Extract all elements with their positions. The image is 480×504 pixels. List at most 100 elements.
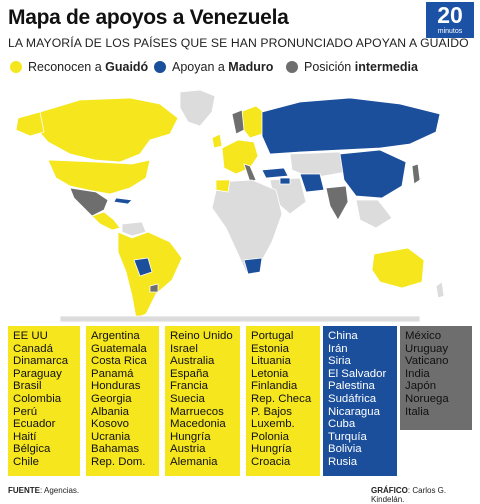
- country-item: India: [405, 367, 430, 380]
- country-item: Bélgica: [13, 443, 51, 456]
- brand-word: minutos: [437, 28, 463, 35]
- credit-note: GRÁFICO: Carlos G. Kindelán.: [371, 486, 447, 504]
- country-item: Letonia: [251, 367, 289, 380]
- country-item: Marruecos: [170, 405, 224, 418]
- country-item: Canadá: [13, 342, 53, 355]
- legend: Reconocen a Guaidó Apoyan a Maduro Posic…: [8, 60, 478, 80]
- map-europe-west: [221, 139, 259, 175]
- country-item: Polonia: [251, 430, 289, 443]
- country-item: Australia: [170, 355, 215, 368]
- country-item: Perú: [13, 405, 38, 418]
- country-item: Noruega: [405, 392, 449, 405]
- country-item: Rep. Checa: [251, 392, 312, 405]
- legend-label-intermedia: Posición intermedia: [304, 60, 418, 74]
- legend-dot-guaido: [10, 61, 22, 73]
- country-item: España: [170, 367, 209, 380]
- country-item: Lituania: [251, 355, 291, 368]
- country-item: Guatemala: [91, 342, 147, 355]
- map-central-america: [91, 211, 121, 231]
- map-italy: [243, 163, 257, 183]
- country-item: Kosovo: [91, 418, 129, 431]
- country-item: Croacia: [251, 455, 291, 468]
- legend-dot-maduro: [154, 61, 166, 73]
- map-south-africa: [243, 257, 263, 275]
- country-column-4: Portugal Estonia Lituania Letonia Finlandia R…: [246, 326, 320, 476]
- map-bolivia: [133, 257, 153, 277]
- country-item: Argentina: [91, 330, 140, 342]
- country-item: Rusia: [328, 455, 358, 468]
- country-item: Alemania: [170, 455, 218, 468]
- country-item: Brasil: [13, 380, 42, 393]
- country-item: Vaticano: [405, 355, 449, 368]
- country-item: Estonia: [251, 342, 289, 355]
- country-column-2: Argentina Guatemala Costa Rica Panamá Hondur…: [86, 326, 159, 476]
- country-item: Hungría: [170, 430, 211, 443]
- source-note: FUENTE: Agencias.: [8, 486, 80, 495]
- map-morocco: [215, 179, 231, 193]
- country-item: Siria: [328, 355, 351, 368]
- country-item: Paraguay: [13, 367, 62, 380]
- country-item: Bolivia: [328, 443, 362, 456]
- country-item: Dinamarca: [13, 355, 69, 368]
- map-china: [339, 149, 407, 199]
- country-item: China: [328, 330, 358, 342]
- map-africa: [211, 179, 283, 273]
- page-title: Mapa de apoyos a Venezuela: [8, 6, 289, 29]
- country-item: Costa Rica: [91, 355, 147, 368]
- country-item: Austria: [170, 443, 206, 456]
- country-item: Panamá: [91, 367, 134, 380]
- map-usa: [47, 159, 151, 195]
- map-japan: [411, 163, 421, 185]
- country-item: Turquía: [328, 430, 367, 443]
- country-item: Luxemb.: [251, 418, 295, 431]
- map-canada: [35, 97, 179, 163]
- legend-dot-intermedia: [286, 61, 298, 73]
- country-item: Suecia: [170, 392, 205, 405]
- map-antarctica: [59, 315, 421, 322]
- country-item: Honduras: [91, 380, 141, 393]
- country-column-1: EE UU Canadá Dinamarca Paraguay Brasil Colomb…: [8, 326, 80, 476]
- world-map: [15, 89, 445, 322]
- country-item: Cuba: [328, 418, 356, 431]
- country-item: Uruguay: [405, 342, 449, 355]
- map-russia: [261, 97, 441, 155]
- country-item: Ecuador: [13, 418, 56, 431]
- country-item: México: [405, 330, 442, 342]
- country-item: Bahamas: [91, 443, 140, 456]
- country-item: Japón: [405, 380, 437, 393]
- map-australia: [371, 247, 425, 289]
- country-column-5: China Irán Siria El Salvador Palestina Sudáfr…: [323, 326, 397, 476]
- country-item: Irán: [328, 342, 348, 355]
- legend-label-maduro: Apoyan a Maduro: [172, 60, 274, 74]
- country-item: Finlandia: [251, 380, 298, 393]
- map-greenland: [179, 89, 216, 127]
- country-item: Italia: [405, 405, 430, 418]
- map-alaska: [15, 111, 45, 137]
- map-mexico: [69, 187, 109, 217]
- country-column-6: México Uruguay Vaticano India Japón Noruega It…: [400, 326, 472, 430]
- map-uk: [211, 133, 223, 149]
- legend-item-intermedia: Posición intermedia: [286, 60, 418, 74]
- country-item: Nicaragua: [328, 405, 380, 418]
- map-syria: [279, 177, 291, 185]
- map-cuba: [113, 197, 133, 205]
- country-item: Colombia: [13, 392, 62, 405]
- legend-label-guaido: Reconocen a Guaidó: [28, 60, 149, 74]
- country-item: P. Bajos: [251, 405, 292, 418]
- country-item: Francia: [170, 380, 208, 393]
- map-uruguay: [149, 283, 159, 293]
- country-item: Georgia: [91, 392, 132, 405]
- legend-item-guaido: Reconocen a Guaidó: [10, 60, 148, 74]
- country-item: Ucrania: [91, 430, 131, 443]
- map-norway: [231, 109, 245, 135]
- brand-logo: 20 minutos: [426, 2, 474, 38]
- country-item: Albania: [91, 405, 129, 418]
- page-subtitle: LA MAYORÍA DE LOS PAÍSES QUE SE HAN PRON…: [8, 36, 469, 50]
- brand-number: 20: [437, 2, 463, 28]
- map-india: [325, 185, 349, 221]
- map-new-zealand: [435, 281, 445, 299]
- country-column-3: Reino Unido Israel Australia España Francia S…: [165, 326, 240, 476]
- country-item: Macedonia: [170, 418, 226, 431]
- map-se-asia: [355, 199, 393, 229]
- map-venezuela: [121, 221, 147, 237]
